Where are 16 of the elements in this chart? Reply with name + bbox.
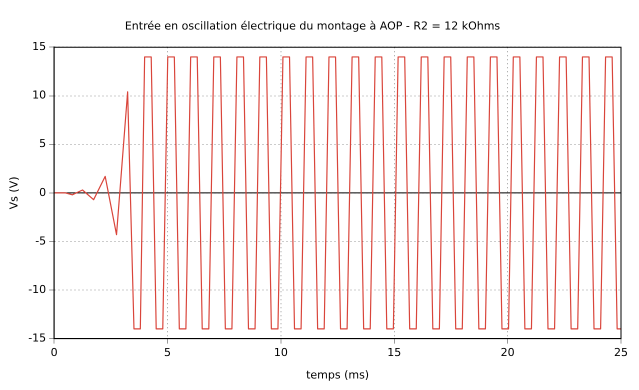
x-tick-label: 25 [614,346,628,360]
x-tick-label: 5 [164,346,172,360]
chart-title: Entrée en oscillation électrique du montage à AOP - R2 = 12 kOhms [124,19,500,32]
y-tick-label: 15 [32,40,46,54]
x-tick-label: 10 [274,346,288,360]
y-tick-label: -10 [28,282,46,296]
y-tick-label: -5 [35,234,46,248]
y-tick-label: 10 [32,88,46,102]
y-tick-label: -15 [28,331,46,344]
y-tick-label: 5 [39,137,46,150]
x-tick-label: 0 [50,346,58,360]
x-tick-label: 20 [500,346,515,360]
x-axis-title: temps (ms) [306,368,370,382]
x-tick-label: 15 [387,346,402,360]
y-axis-title: Vs (V) [7,176,20,210]
y-tick-label: 0 [39,186,46,199]
